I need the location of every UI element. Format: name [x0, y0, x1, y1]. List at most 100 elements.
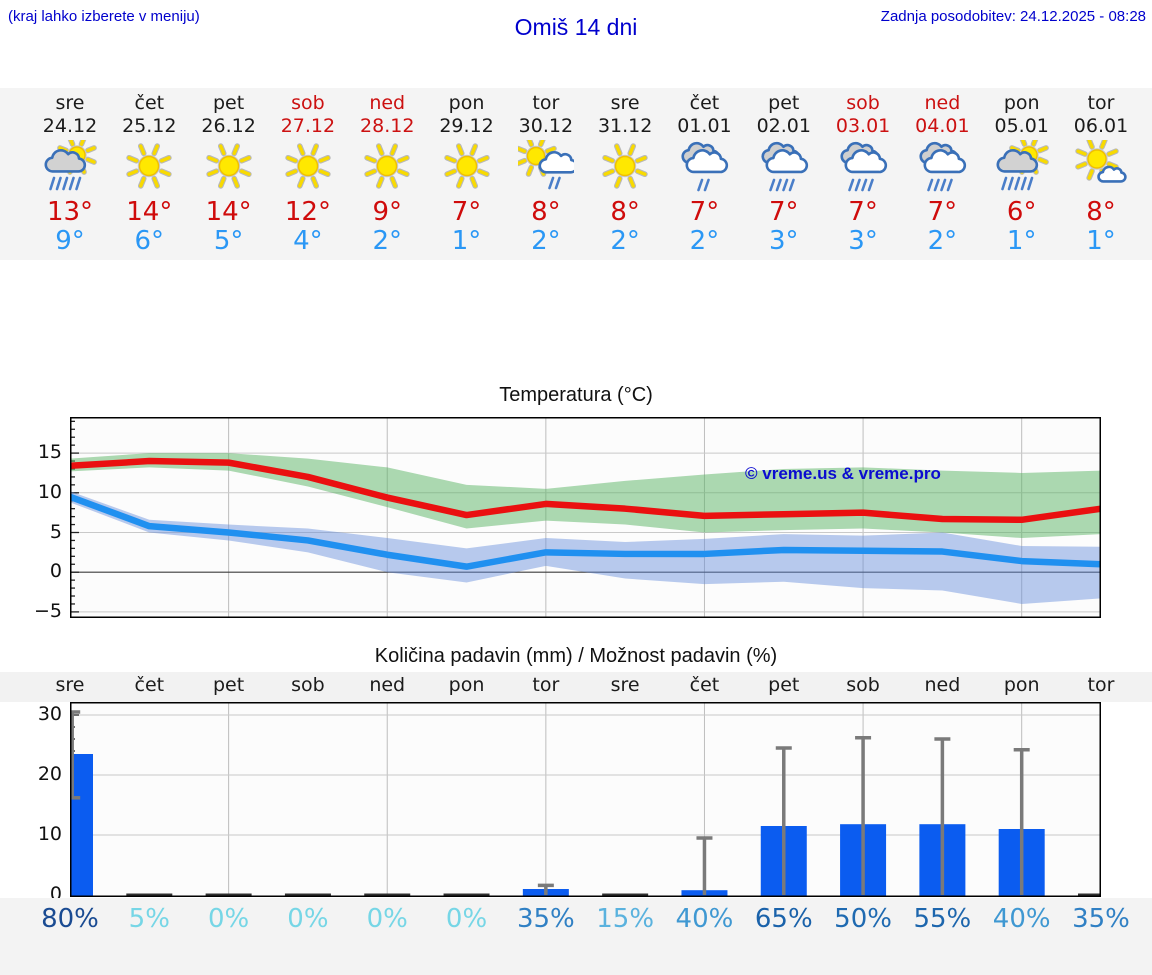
precip-y-tick: 20 [37, 763, 62, 785]
watermark: © vreme.us & vreme.pro [745, 464, 941, 483]
day-date: 31.12 [597, 115, 653, 137]
last-update: Zadnja posodobitev: 24.12.2025 - 08:28 [880, 8, 1146, 25]
day-date: 03.01 [835, 115, 891, 137]
day-date: 29.12 [439, 115, 494, 137]
day-high-temp: 8° [531, 197, 561, 227]
sun-icon [426, 138, 508, 198]
day-high-temp: 14° [205, 197, 252, 227]
precip-day-label: ned [924, 674, 961, 696]
precipitation-chart-title: Količina padavin (mm) / Možnost padavin … [374, 645, 778, 667]
day-low-temp: 1° [451, 226, 482, 256]
precip-probability: 35% [516, 904, 575, 934]
day-low-temp: 9° [55, 226, 85, 256]
day-name: pon [1003, 92, 1040, 114]
day-low-temp: 2° [689, 226, 720, 256]
day-low-temp: 2° [531, 226, 561, 256]
precip-probability: 0% [287, 904, 329, 934]
forecast-day-26.12[interactable]: pet 26.12 14° 5° [188, 92, 270, 256]
forecast-day-05.01[interactable]: pon 05.01 6° 1° [981, 92, 1063, 256]
day-date: 30.12 [518, 115, 574, 137]
day-date: 04.01 [915, 115, 970, 137]
precip-y-tick: 10 [37, 823, 62, 845]
forecast-day-03.01[interactable]: sob 03.01 7° 3° [822, 92, 904, 256]
temp-y-tick: 10 [37, 480, 62, 503]
precipitation-chart [70, 702, 1101, 897]
forecast-day-30.12[interactable]: tor 30.12 8° 2° [505, 92, 587, 256]
sun-rain-shower-icon [981, 135, 1063, 198]
day-high-temp: 9° [372, 197, 402, 227]
precip-day-label: pon [1003, 674, 1040, 696]
cloud-rain-icon [743, 138, 825, 198]
precip-day-label: sre [55, 674, 85, 696]
precip-probability: 55% [913, 904, 972, 934]
page-title: Omiš 14 dni [514, 14, 638, 40]
day-low-temp: 1° [1086, 226, 1116, 256]
forecast-day-28.12[interactable]: ned 28.12 9° 2° [346, 92, 428, 256]
sun-icon [188, 138, 270, 198]
day-low-temp: 4° [293, 226, 323, 256]
precip-probability: 50% [834, 904, 892, 934]
precip-probability: 0% [207, 904, 250, 934]
day-high-temp: 12° [284, 197, 331, 227]
day-low-temp: 3° [848, 226, 878, 256]
temperature-plot-area [66, 417, 1105, 618]
forecast-day-25.12[interactable]: čet 25.12 14° 6° [108, 92, 190, 256]
precip-day-label-row: sre čet pet sob ned pon tor sre čet pet sob ned pon t… [0, 672, 1152, 702]
day-high-temp: 8° [610, 197, 640, 227]
day-high-temp: 7° [927, 197, 958, 227]
forecast-day-04.01[interactable]: ned 04.01 7° 2° [901, 92, 983, 256]
day-name: sre [55, 92, 85, 114]
forecast-day-27.12[interactable]: sob 27.12 12° 4° [267, 92, 349, 256]
day-low-temp: 3° [768, 226, 799, 256]
day-date: 05.01 [994, 115, 1049, 137]
day-name: sob [846, 92, 880, 114]
day-name: ned [924, 92, 961, 114]
day-high-temp: 14° [126, 197, 173, 227]
day-date: 06.01 [1073, 115, 1129, 137]
forecast-strip: sre 24.12 13° 9° čet 25.12 14° 6° pet 26.12 14° 5° s… [0, 88, 1152, 260]
day-low-temp: 2° [610, 226, 640, 256]
temp-y-tick: 15 [37, 441, 62, 464]
precip-day-label: čet [134, 674, 165, 696]
cloud-rain-icon [822, 138, 904, 198]
precip-probability-row: 80% 5% 0% 0% 0% 0% 35% 15% 40% 65% 50% 55% 40% 35% [0, 898, 1152, 975]
day-name: tor [1087, 92, 1115, 114]
sun-small-cloud-icon [1060, 137, 1142, 198]
day-high-temp: 7° [689, 197, 720, 227]
forecast-day-01.01[interactable]: čet 01.01 7° 2° [663, 92, 745, 256]
precip-probability: 40% [992, 904, 1051, 934]
forecast-day-06.01[interactable]: tor 06.01 8° 1° [1060, 92, 1142, 256]
day-date: 26.12 [201, 115, 256, 137]
precip-day-label: čet [689, 674, 720, 696]
sun-icon [267, 138, 349, 198]
day-date: 27.12 [280, 115, 336, 137]
sun-icon [108, 138, 190, 198]
day-high-temp: 13° [46, 197, 94, 227]
day-high-temp: 7° [848, 197, 878, 227]
temp-y-tick: 0 [49, 560, 62, 583]
day-date: 28.12 [360, 115, 415, 137]
day-name: čet [134, 92, 165, 114]
day-name: sre [610, 92, 640, 114]
precip-probability: 5% [128, 904, 170, 934]
precip-probability: 0% [445, 904, 488, 934]
day-low-temp: 5° [213, 226, 244, 256]
sun-icon [346, 138, 428, 198]
temp-y-tick: 5 [49, 520, 62, 543]
forecast-day-29.12[interactable]: pon 29.12 7° 1° [426, 92, 508, 256]
temperature-chart: © vreme.us & vreme.pro [66, 417, 1105, 618]
day-name: ned [369, 92, 406, 114]
forecast-day-31.12[interactable]: sre 31.12 8° 2° [584, 92, 666, 256]
precip-day-label: tor [532, 674, 560, 696]
precip-day-label: pet [768, 674, 800, 696]
forecast-day-02.01[interactable]: pet 02.01 7° 3° [743, 92, 825, 256]
day-low-temp: 1° [1006, 226, 1037, 256]
cloud-rain-light-icon [663, 138, 745, 198]
precip-probability: 35% [1072, 904, 1130, 934]
sun-icon [584, 138, 666, 198]
day-date: 24.12 [42, 115, 98, 137]
precip-probability: 65% [754, 904, 813, 934]
day-name: sob [291, 92, 325, 114]
precip-day-label: sob [846, 674, 880, 696]
forecast-day-24.12[interactable]: sre 24.12 13° 9° [29, 92, 111, 256]
